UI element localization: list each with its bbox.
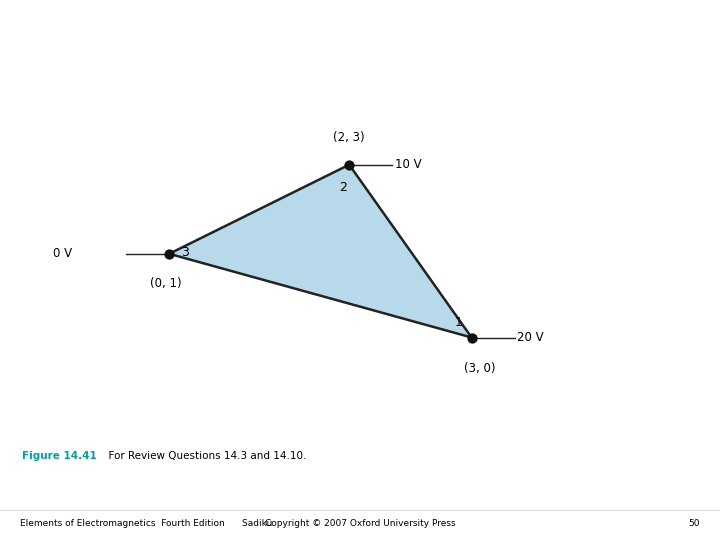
Text: 50: 50 xyxy=(688,519,700,528)
Polygon shape xyxy=(169,165,472,338)
Point xyxy=(343,160,355,169)
Text: (2, 3): (2, 3) xyxy=(333,131,365,144)
Text: For Review Questions 14.3 and 14.10.: For Review Questions 14.3 and 14.10. xyxy=(102,451,307,461)
Text: Elements of Electromagnetics  Fourth Edition      Sadiku: Elements of Electromagnetics Fourth Edit… xyxy=(20,519,273,528)
Text: Copyright © 2007 Oxford University Press: Copyright © 2007 Oxford University Press xyxy=(265,519,455,528)
Text: 10 V: 10 V xyxy=(395,158,421,171)
Text: 3: 3 xyxy=(181,246,189,259)
Text: 20 V: 20 V xyxy=(517,331,544,344)
Point xyxy=(466,333,477,342)
Text: 1: 1 xyxy=(455,316,462,329)
Text: (0, 1): (0, 1) xyxy=(150,277,181,290)
Point xyxy=(163,249,175,258)
Text: 2: 2 xyxy=(340,181,347,194)
Text: (3, 0): (3, 0) xyxy=(464,362,496,375)
Text: Figure 14.41: Figure 14.41 xyxy=(22,451,96,461)
Text: 0 V: 0 V xyxy=(53,247,72,260)
